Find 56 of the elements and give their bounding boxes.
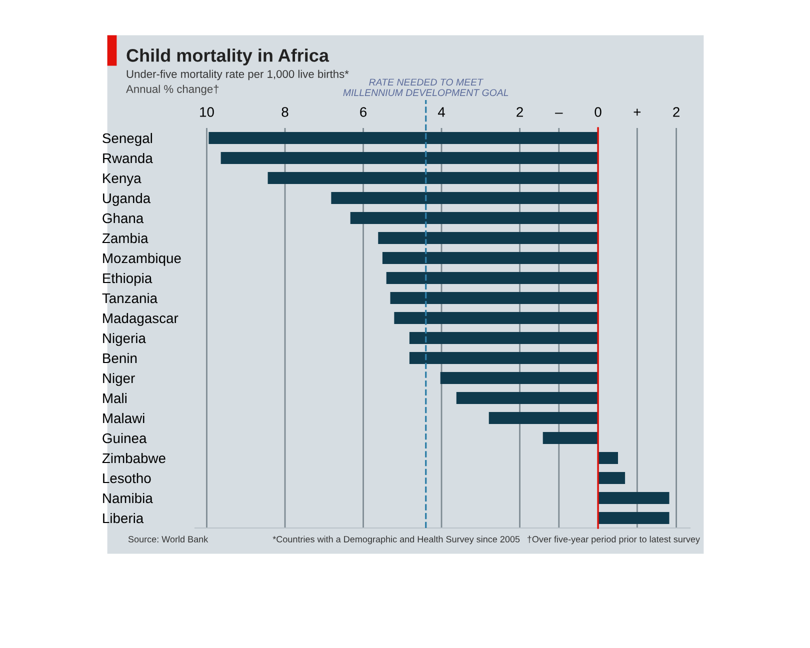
y-tick-label: Nigeria (103, 332, 146, 346)
y-tick-label: Lesotho (103, 472, 151, 484)
bar (382, 252, 598, 264)
bar (390, 292, 598, 304)
bar (598, 512, 670, 524)
bar (208, 132, 598, 144)
y-tick-label: Kenya (103, 173, 142, 186)
y-tick-label: Namibia (103, 492, 153, 504)
ref-line-label: RATE NEEDED TO MEET MILLENNIUM DEVELOPMENT GOAL (343, 78, 508, 96)
bar (542, 432, 598, 444)
text: †Over five-year period prior to latest survey (528, 536, 700, 544)
x-tick-label: 2 (516, 107, 523, 117)
y-tick-label: Rwanda (103, 152, 153, 164)
chart-title: Child mortality in Africa (126, 48, 330, 66)
source-note: Source: World Bank (128, 536, 208, 542)
bar (386, 272, 598, 284)
x-tick-label: 4 (438, 107, 445, 117)
bar (598, 492, 670, 504)
y-tick-label: Mozambique (103, 252, 181, 266)
bar (268, 172, 598, 184)
y-tick-label: Ghana (102, 212, 144, 224)
bar (394, 312, 598, 324)
y-tick-label: Guinea (102, 432, 147, 444)
bar (220, 152, 598, 164)
bar (378, 232, 598, 244)
y-tick-label: Malawi (103, 412, 144, 424)
x-tick-label: 10 (200, 107, 214, 117)
bar (350, 212, 598, 224)
bar (409, 352, 598, 364)
y-tick-label: Madagascar (103, 312, 178, 326)
x-axis-title: Annual % change† (126, 84, 219, 96)
y-tick-label: Benin (103, 352, 137, 364)
x-tick-label: 0 (594, 107, 602, 117)
y-tick-label: Liberia (103, 512, 144, 524)
x-tick-label: 6 (360, 107, 367, 117)
text: *Countries with a Demographic and Health Survey since 2005 (272, 536, 520, 544)
bar (598, 452, 618, 464)
y-tick-label: Mali (103, 392, 126, 404)
bar (456, 392, 598, 404)
x-tick-label: + (634, 108, 641, 116)
y-tick-label: Senegal (102, 132, 152, 146)
y-tick-label: Tanzania (102, 292, 158, 304)
bar (488, 412, 598, 424)
y-tick-label: Ethiopia (103, 272, 152, 286)
bar (598, 472, 626, 484)
bar (440, 372, 598, 384)
y-tick-label: Niger (103, 372, 135, 386)
y-tick-label: Uganda (103, 192, 151, 206)
bar (331, 192, 598, 204)
y-tick-label: Zambia (102, 232, 148, 244)
x-tick-label: 2 (673, 107, 680, 117)
chart-subtitle: Under-five mortality rate per 1,000 live births* (126, 70, 349, 80)
bar (409, 332, 598, 344)
y-tick-label: Zimbabwe (102, 452, 166, 464)
x-tick-label: 8 (282, 107, 288, 117)
x-tick-label: – (555, 112, 563, 114)
